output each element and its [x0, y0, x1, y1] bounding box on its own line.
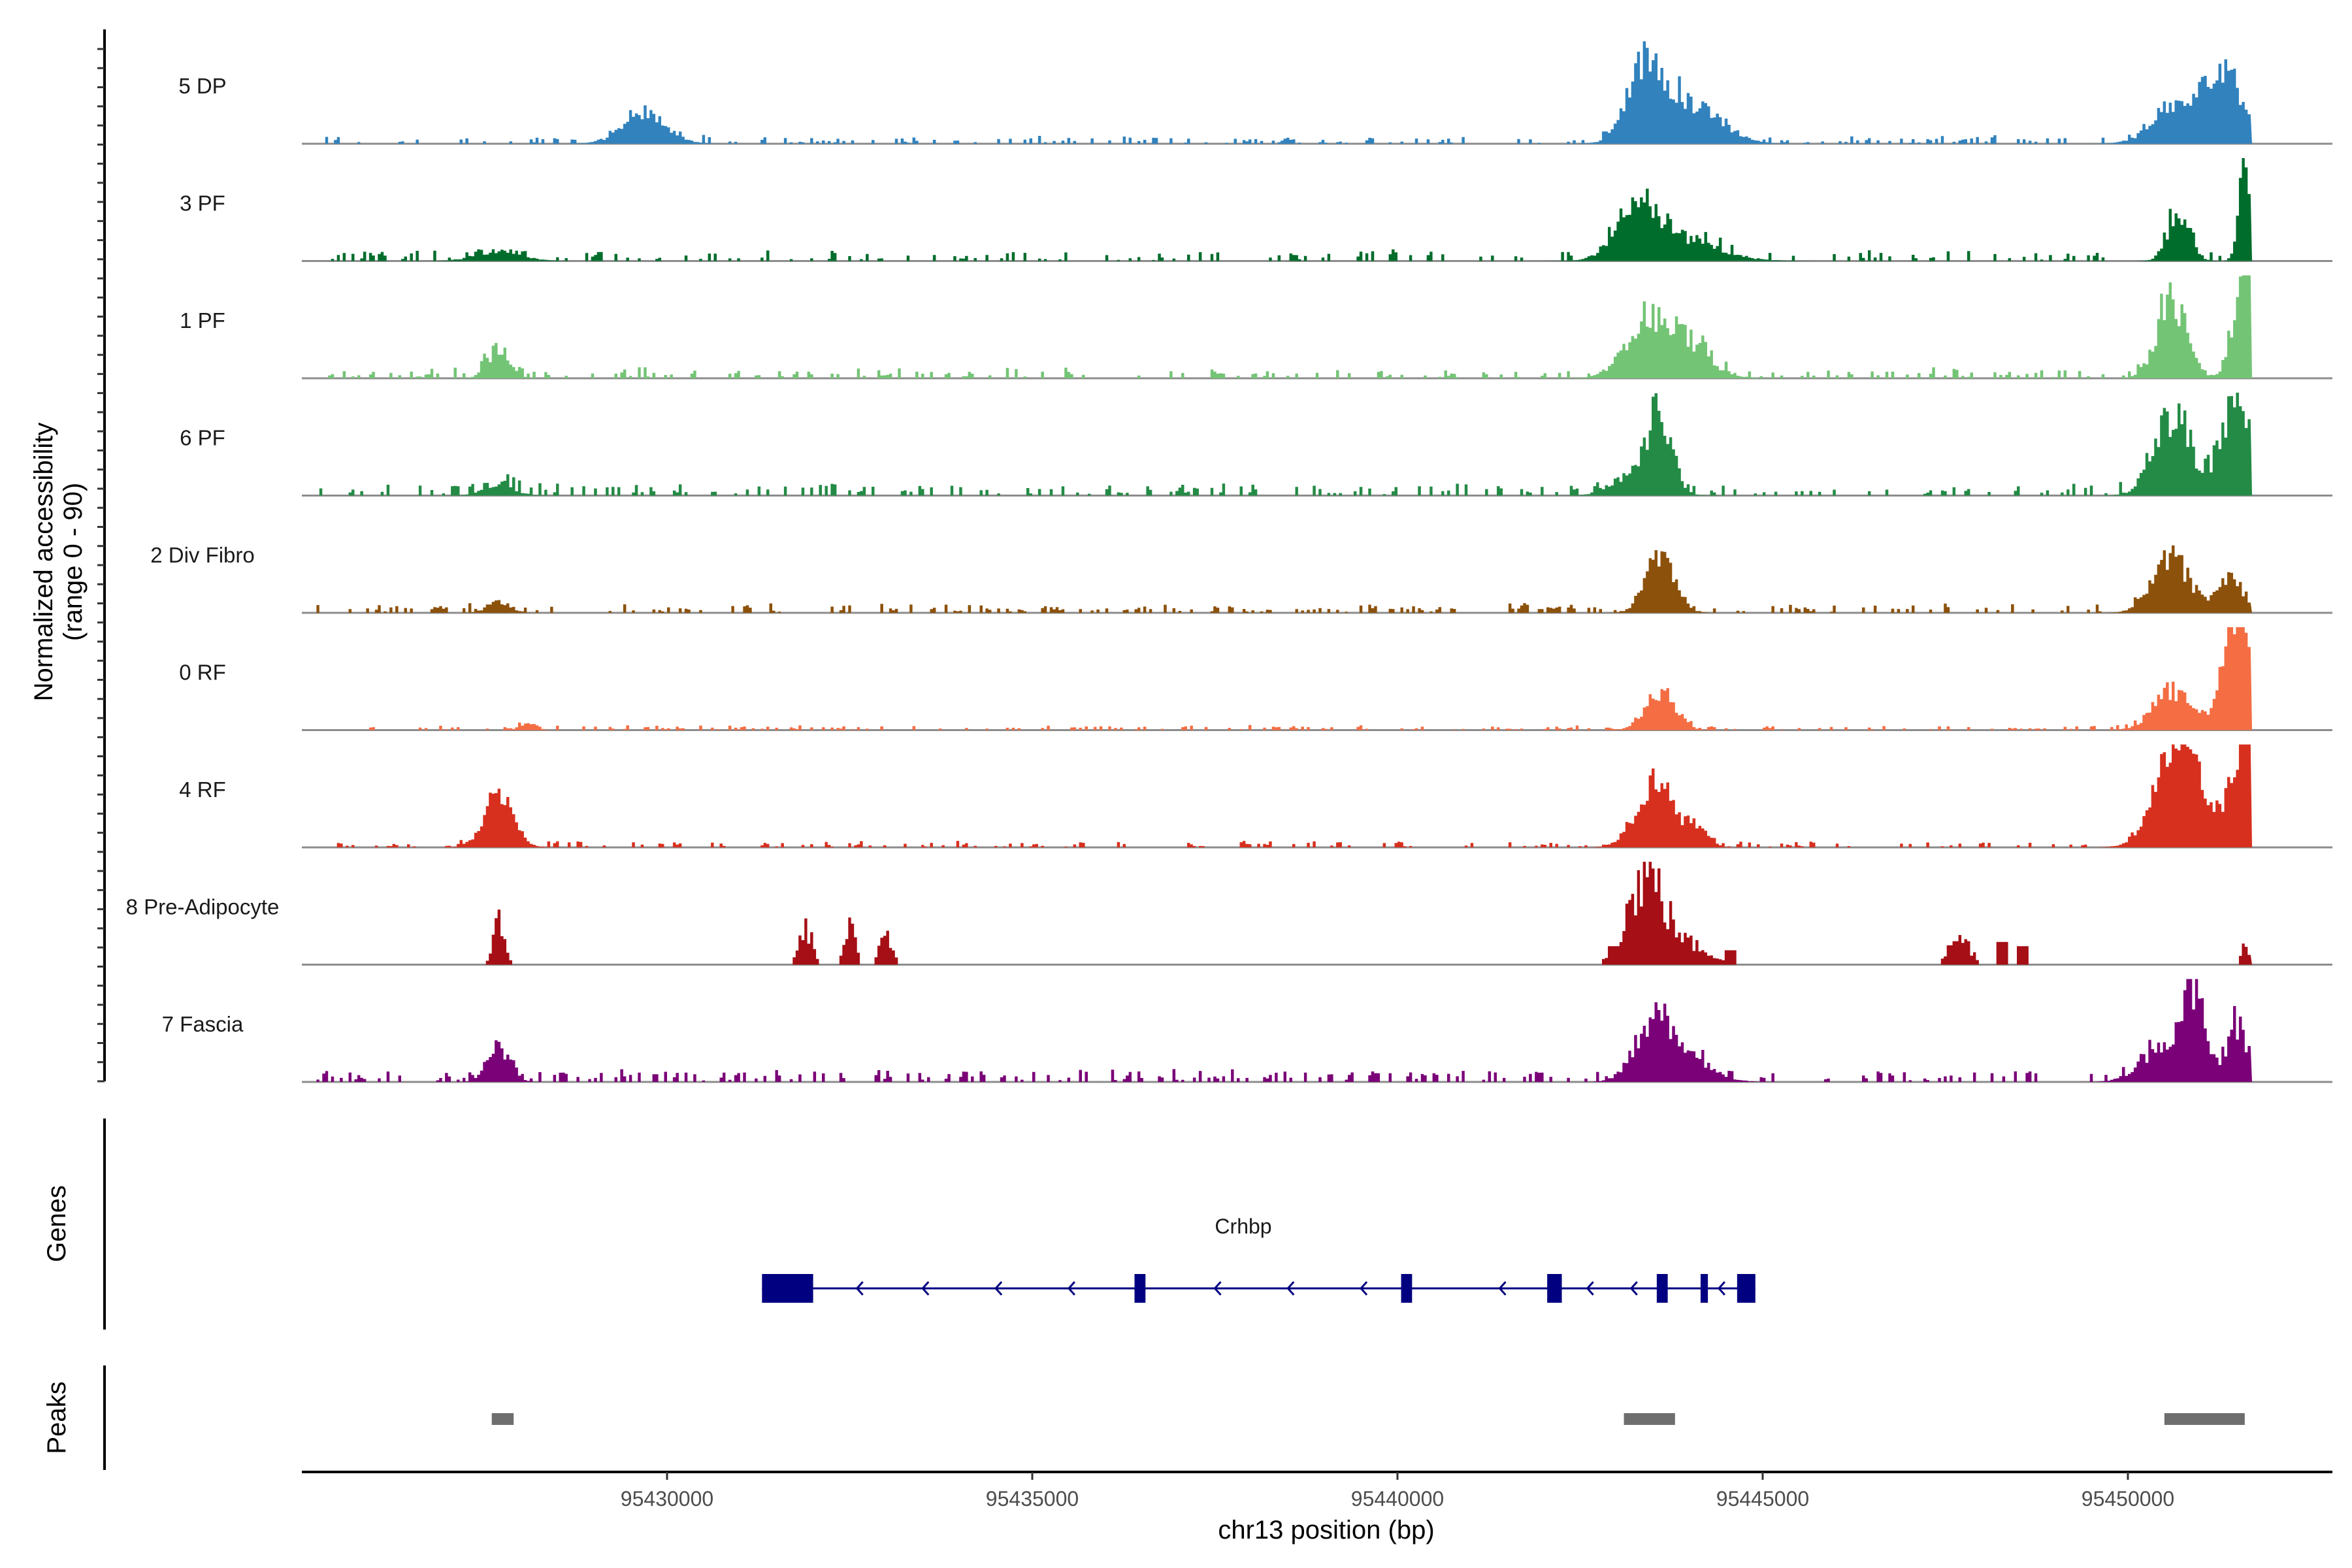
track-8-pre-adipocyte: 8 Pre-Adipocyte: [126, 862, 2332, 966]
track-7-fascia: 7 Fascia: [162, 979, 2332, 1083]
track-label-2-div-fibro: 2 Div Fibro: [150, 543, 255, 567]
strand-arrow: [1717, 1281, 1726, 1296]
track-label-6-pf: 6 PF: [180, 426, 225, 450]
gene-exon: [1700, 1274, 1708, 1303]
track-label-4-rf: 4 RF: [179, 777, 226, 802]
x-axis-title: chr13 position (bp): [1218, 1516, 1434, 1544]
peak-region: [1624, 1413, 1675, 1425]
genes-track-title: Genes: [42, 1185, 71, 1262]
track-5-dp: 5 DP: [178, 41, 2332, 145]
peak-region: [491, 1413, 514, 1425]
strand-arrow: [1213, 1281, 1222, 1296]
track-0-rf: 0 RF: [179, 627, 2332, 731]
track-label-5-dp: 5 DP: [178, 74, 226, 98]
track-label-0-rf: 0 RF: [179, 661, 226, 685]
track-2-div-fibro: 2 Div Fibro: [150, 543, 2332, 614]
strand-arrow: [1360, 1281, 1368, 1296]
gene-exon: [1401, 1274, 1413, 1303]
x-tick-label: 95450000: [2082, 1487, 2174, 1511]
x-axis: 95430000 95435000 95440000 95445000 95450000: [302, 1471, 2332, 1511]
strand-arrow: [1067, 1281, 1075, 1296]
y-axis-title-line1: Normalized accessibility: [29, 423, 58, 702]
peak-region: [2164, 1413, 2245, 1425]
track-3-pf: 3 PF: [180, 158, 2332, 262]
strand-arrow: [1498, 1281, 1507, 1296]
peaks-track-title: Peaks: [42, 1381, 71, 1454]
coverage-area-8-pre-adipocyte: [316, 862, 2253, 965]
x-tick-label: 95445000: [1716, 1487, 1809, 1511]
coverage-tracks: 5 DP 3 PF 1 PF 6 PF 2 Div Fibro 0 RF 4 RF 8 Pre…: [126, 41, 2332, 1083]
track-label-8-pre-adipocyte: 8 Pre-Adipocyte: [126, 895, 280, 919]
track-label-1-pf: 1 PF: [180, 308, 225, 333]
coverage-area-7-fascia: [316, 979, 2253, 1082]
coverage-y-axis: [97, 29, 106, 1083]
strand-arrow: [1286, 1281, 1295, 1296]
track-6-pf: 6 PF: [180, 393, 2332, 497]
y-axis-title-line2: (range 0 - 90): [59, 483, 88, 641]
strand-arrow: [1586, 1281, 1594, 1296]
gene-exon: [1134, 1274, 1146, 1303]
strand-arrow: [994, 1281, 1003, 1296]
gene-exon: [1656, 1274, 1668, 1303]
strand-arrow: [921, 1281, 930, 1296]
coverage-area-3-pf: [316, 158, 2253, 261]
x-tick-label: 95435000: [986, 1487, 1079, 1511]
gene-exon: [762, 1274, 813, 1303]
track-label-7-fascia: 7 Fascia: [162, 1012, 244, 1036]
peak-regions: [491, 1413, 2245, 1425]
gene-exon: [1737, 1274, 1756, 1303]
gene-name-label: Crhbp: [1215, 1215, 1271, 1238]
x-tick-label: 95440000: [1351, 1487, 1444, 1511]
gene-exon: [1547, 1274, 1562, 1303]
coverage-area-1-pf: [316, 275, 2253, 378]
track-4-rf: 4 RF: [179, 744, 2332, 849]
track-label-3-pf: 3 PF: [180, 191, 225, 216]
track-1-pf: 1 PF: [180, 275, 2332, 380]
coverage-area-4-rf: [316, 744, 2253, 847]
strand-arrow: [855, 1281, 864, 1296]
gene-model: [762, 1274, 1756, 1303]
strand-arrow: [1629, 1281, 1638, 1296]
x-tick-label: 95430000: [621, 1487, 713, 1511]
